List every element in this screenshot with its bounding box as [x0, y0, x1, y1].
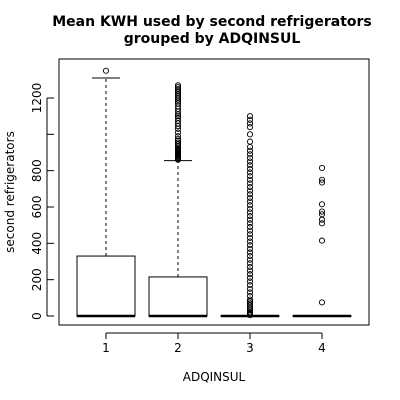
x-tick-label: 3 — [246, 341, 254, 355]
x-tick-label: 4 — [318, 341, 326, 355]
outlier-point — [246, 138, 254, 145]
outlier-point — [246, 165, 254, 172]
box-group-2 — [148, 82, 208, 318]
outlier-point — [246, 252, 254, 260]
outlier-point — [246, 176, 254, 183]
outlier-point — [246, 238, 254, 245]
outlier-point — [246, 245, 254, 252]
outlier-point — [246, 131, 254, 138]
outlier-point — [246, 173, 254, 180]
outlier-point — [174, 135, 182, 142]
outlier-point — [246, 154, 254, 161]
outlier-point — [318, 237, 326, 244]
outlier-point — [246, 162, 254, 169]
outlier-point — [246, 116, 254, 123]
outlier-point — [318, 201, 326, 208]
y-tick-label: 400 — [30, 232, 44, 255]
y-tick-label: 800 — [30, 159, 44, 182]
outlier-point — [246, 227, 254, 234]
y-tick-label: 600 — [30, 196, 44, 219]
outlier-point — [246, 300, 254, 307]
outlier-point — [246, 263, 254, 271]
outlier-point — [246, 242, 254, 249]
boxes — [76, 67, 352, 319]
outlier-point — [246, 143, 254, 151]
box-iqr — [148, 276, 208, 317]
outlier-point — [246, 191, 254, 198]
outlier-point — [246, 169, 254, 176]
outlier-point — [246, 249, 254, 256]
outlier-point — [174, 84, 182, 91]
y-axis-label: second refrigerators — [3, 131, 17, 253]
outlier-point — [174, 129, 182, 136]
outlier-point — [246, 256, 254, 263]
outlier-point — [174, 85, 182, 92]
chart-title-line-2: grouped by ADQINSUL — [124, 31, 301, 47]
outlier-point — [174, 114, 182, 122]
outlier-point — [246, 216, 254, 223]
outlier-point — [246, 282, 254, 289]
outlier-point — [246, 187, 254, 194]
plot-frame — [58, 58, 370, 326]
outlier-point — [174, 137, 182, 144]
outlier-point — [246, 267, 254, 274]
outlier-point — [246, 194, 254, 201]
y-tick-label: 200 — [30, 268, 44, 291]
outlier-point — [318, 216, 326, 223]
outlier-point — [246, 234, 254, 241]
outlier-point — [246, 292, 254, 300]
outlier-point — [246, 180, 254, 187]
chart-title-line-1: Mean KWH used by second refrigerators — [52, 14, 372, 30]
outlier-point — [318, 176, 326, 183]
outlier-point — [174, 133, 182, 140]
outlier-point — [246, 120, 254, 127]
x-axis: 1 2 3 4 — [102, 332, 326, 355]
box-group-4 — [292, 164, 352, 318]
box-iqr — [76, 255, 136, 317]
y-tick-label: 1200 — [30, 83, 44, 114]
outlier-point — [174, 117, 182, 124]
outlier-point — [246, 205, 254, 212]
outlier-point — [246, 285, 254, 292]
outlier-point — [246, 231, 254, 238]
outlier-point — [102, 67, 110, 74]
outlier-point — [246, 113, 254, 120]
y-tick-label: 0 — [30, 312, 44, 320]
outlier-point — [318, 179, 326, 186]
y-axis: 0 200 400 600 800 1200 — [30, 83, 54, 320]
outlier-point — [246, 209, 254, 216]
outlier-point — [318, 211, 326, 218]
outlier-point — [246, 220, 254, 227]
x-axis-label: ADQINSUL — [183, 370, 246, 384]
outlier-point — [246, 158, 254, 165]
outlier-point — [246, 124, 254, 131]
x-tick-label: 2 — [174, 341, 182, 355]
outlier-point — [318, 220, 326, 227]
outlier-point — [246, 271, 254, 278]
outlier-point — [246, 260, 254, 267]
outlier-point — [246, 151, 254, 158]
outlier-point — [174, 139, 182, 146]
outlier-point — [318, 208, 326, 215]
outlier-point — [174, 103, 182, 110]
box-group-3 — [220, 113, 280, 319]
outlier-point — [246, 289, 254, 296]
x-tick-label: 1 — [102, 341, 110, 355]
outlier-point — [246, 183, 254, 191]
outlier-point — [174, 113, 182, 120]
outlier-point — [246, 274, 254, 281]
outlier-point — [246, 213, 254, 220]
outlier-point — [174, 82, 182, 89]
outlier-point — [246, 223, 254, 231]
outlier-point — [318, 299, 326, 306]
outlier-point — [318, 164, 326, 171]
outlier-point — [246, 147, 254, 154]
outlier-point — [246, 296, 254, 303]
box-group-1 — [76, 67, 136, 318]
outlier-point — [246, 278, 254, 285]
outlier-point — [246, 202, 254, 209]
outlier-point — [246, 198, 254, 205]
